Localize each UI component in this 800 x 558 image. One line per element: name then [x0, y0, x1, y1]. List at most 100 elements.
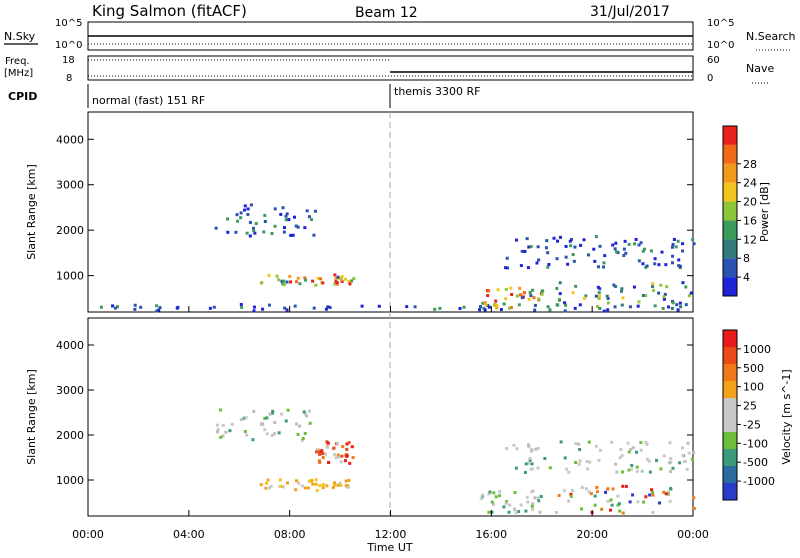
- velocity-point-223: [528, 456, 532, 460]
- power-point-146: [681, 281, 685, 285]
- power-point-271: [328, 305, 332, 309]
- velocity-point-148: [668, 499, 672, 503]
- velocity-point-116: [539, 494, 543, 498]
- velocity-point-300: [215, 423, 219, 427]
- velocity-point-89: [513, 491, 517, 495]
- power-point-23: [304, 278, 308, 282]
- velocity-point-33: [286, 481, 290, 485]
- power-point-78: [270, 232, 274, 236]
- power-point-304: [433, 307, 437, 311]
- power-point-152: [678, 301, 682, 305]
- velocity-point-193: [514, 466, 518, 470]
- velocity-point-65: [343, 459, 347, 463]
- power-point-194: [505, 256, 509, 260]
- power-point-287: [261, 307, 265, 311]
- xtick-label-6: 00:00: [677, 528, 709, 541]
- velocity-point-136: [621, 511, 625, 515]
- velocity-point-266: [221, 434, 225, 438]
- velocity-point-124: [608, 508, 612, 512]
- power-point-90: [518, 286, 522, 290]
- velocity-colorbar-label: Velocity [m s^-1]: [780, 369, 793, 464]
- power-point-182: [545, 239, 549, 243]
- nave-tick-top: 60: [707, 55, 720, 66]
- velocity-ytick-label-2: 3000: [56, 384, 84, 397]
- velocity-point-195: [526, 443, 530, 447]
- power-point-308: [462, 305, 466, 309]
- power-point-42: [279, 212, 283, 216]
- power-point-220: [671, 242, 675, 246]
- velocity-point-274: [216, 430, 220, 434]
- velocity-point-289: [219, 435, 223, 439]
- power-cbar-seg-4: [723, 201, 737, 221]
- velocity-point-227: [512, 443, 516, 447]
- power-point-222: [671, 254, 675, 258]
- velocity-cbar-seg-6: [723, 381, 737, 398]
- velocity-point-247: [527, 445, 531, 449]
- power-point-158: [637, 300, 641, 304]
- power-point-286: [438, 306, 442, 310]
- velocity-point-259: [263, 428, 267, 432]
- velocity-point-86: [507, 510, 511, 514]
- velocity-point-119: [512, 507, 516, 511]
- power-point-133: [684, 285, 688, 289]
- power-point-137: [644, 294, 648, 298]
- power-point-94: [519, 293, 523, 297]
- power-point-278: [606, 308, 610, 312]
- power-point-58: [249, 203, 253, 207]
- velocity-point-200: [614, 462, 618, 466]
- velocity-point-96: [481, 493, 485, 497]
- power-point-196: [536, 245, 540, 249]
- velocity-point-111: [537, 499, 541, 503]
- velocity-point-128: [570, 488, 574, 492]
- power-point-88: [494, 299, 498, 303]
- velocity-point-103: [514, 511, 518, 515]
- power-point-27: [348, 282, 352, 286]
- power-point-110: [520, 296, 524, 300]
- power-point-29: [319, 277, 323, 281]
- velocity-point-147: [595, 490, 599, 494]
- velocity-point-262: [218, 408, 222, 412]
- velocity-point-36: [303, 486, 307, 490]
- velocity-point-39: [347, 478, 351, 482]
- velocity-point-264: [263, 416, 267, 420]
- velocity-point-108: [531, 489, 535, 493]
- velocity-point-225: [548, 466, 552, 470]
- power-point-106: [529, 294, 533, 298]
- power-point-105: [479, 305, 483, 309]
- velocity-cbar-label-7: -1000: [743, 475, 775, 488]
- velocity-point-157: [589, 492, 593, 496]
- power-point-16: [314, 283, 318, 287]
- power-point-300: [675, 303, 679, 307]
- power-point-154: [582, 296, 586, 300]
- velocity-point-76: [345, 454, 349, 458]
- power-point-256: [611, 243, 615, 247]
- power-point-207: [624, 251, 628, 255]
- power-point-294: [487, 305, 491, 309]
- velocity-point-145: [617, 502, 621, 506]
- power-point-185: [692, 242, 696, 246]
- power-point-289: [546, 305, 550, 309]
- power-point-283: [478, 308, 482, 312]
- velocity-point-84: [498, 494, 502, 498]
- velocity-point-178: [627, 468, 631, 472]
- power-point-314: [413, 305, 417, 309]
- power-point-236: [556, 239, 560, 243]
- power-point-243: [555, 257, 559, 261]
- power-point-216: [681, 242, 685, 246]
- velocity-cbar-seg-2: [723, 449, 737, 466]
- power-point-192: [566, 262, 570, 266]
- power-point-181: [582, 238, 586, 242]
- power-point-151: [555, 286, 559, 290]
- velocity-point-78: [348, 461, 352, 465]
- power-point-273: [116, 305, 120, 309]
- velocity-point-165: [616, 494, 620, 498]
- velocity-point-81: [494, 495, 498, 499]
- power-point-95: [486, 294, 490, 298]
- power-point-295: [133, 307, 137, 311]
- velocity-point-285: [296, 433, 300, 437]
- velocity-point-162: [669, 487, 673, 491]
- velocity-point-226: [659, 467, 663, 471]
- power-point-150: [574, 284, 578, 288]
- power-point-157: [598, 287, 602, 291]
- velocity-point-221: [635, 465, 639, 469]
